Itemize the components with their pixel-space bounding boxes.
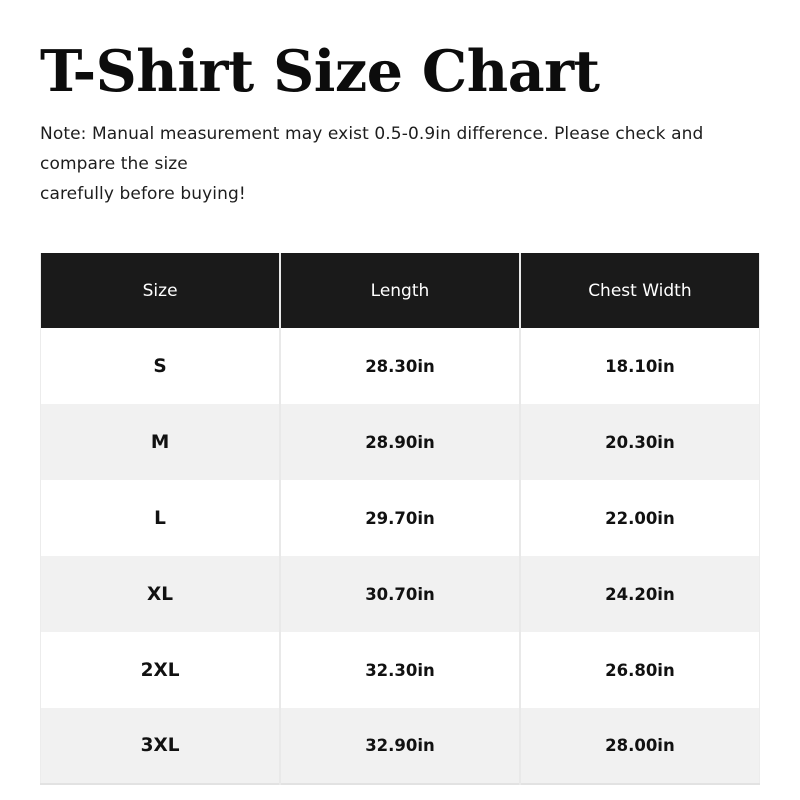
cell-length: 29.70in (279, 480, 520, 557)
cell-length: 32.30in (279, 632, 520, 709)
measurement-note: Note: Manual measurement may exist 0.5-0… (40, 119, 760, 209)
cell-chest-width: 26.80in (518, 632, 760, 709)
cell-length: 28.30in (279, 328, 520, 405)
size-chart-header: Size Length Chest Width (40, 253, 760, 329)
cell-chest-width: 18.10in (518, 328, 760, 405)
cell-chest-width: 22.00in (518, 480, 760, 557)
cell-size: L (40, 480, 281, 557)
cell-length: 28.90in (279, 404, 520, 481)
header-row: Size Length Chest Width (40, 253, 760, 329)
table-row: XL 30.70in 24.20in (40, 556, 760, 633)
size-chart-table: Size Length Chest Width S 28.30in 18.10in M… (40, 253, 760, 786)
page-title: T-Shirt Size Chart (40, 38, 600, 105)
column-header-chest-width: Chest Width (518, 253, 760, 329)
cell-size: XL (40, 556, 281, 633)
cell-chest-width: 28.00in (518, 708, 760, 785)
page-container: T-Shirt Size Chart Note: Manual measurem… (0, 38, 800, 786)
cell-size: 3XL (40, 708, 281, 785)
cell-chest-width: 24.20in (518, 556, 760, 633)
size-table-body: S 28.30in 18.10in M 28.90in 20.30in L 29.70in 22… (40, 328, 760, 785)
table-row: M 28.90in 20.30in (40, 404, 760, 481)
cell-chest-width: 20.30in (518, 404, 760, 481)
column-header-length: Length (279, 253, 520, 329)
table-row: L 29.70in 22.00in (40, 480, 760, 557)
cell-size: 2XL (40, 632, 281, 709)
table-row: 3XL 32.90in 28.00in (40, 708, 760, 785)
cell-size: M (40, 404, 281, 481)
cell-length: 30.70in (279, 556, 520, 633)
table-row: S 28.30in 18.10in (40, 328, 760, 405)
cell-size: S (40, 328, 281, 405)
cell-length: 32.90in (279, 708, 520, 785)
column-header-size: Size (40, 253, 281, 329)
measurement-note-line-1: Note: Manual measurement may exist 0.5-0… (40, 124, 704, 175)
measurement-note-line-2: carefully before buying! (40, 184, 246, 205)
table-row: 2XL 32.30in 26.80in (40, 632, 760, 709)
